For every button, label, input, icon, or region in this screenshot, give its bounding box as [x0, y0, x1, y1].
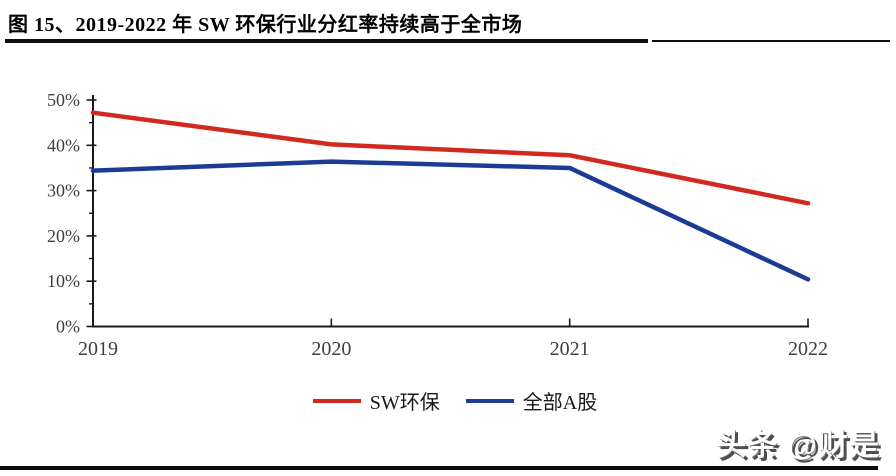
legend-label: SW环保: [369, 392, 440, 414]
watermark-toutiao-caishi: 头条 @财是: [716, 429, 880, 462]
y-tick-label: 50%: [47, 90, 80, 110]
y-tick-label: 0%: [56, 317, 80, 337]
y-tick-label: 10%: [47, 271, 80, 291]
chart-legend: SW环保 全部A股: [0, 386, 896, 415]
x-tick-label: 2020: [311, 338, 351, 360]
bottom-divider-line: [0, 466, 878, 470]
legend-label: 全部A股: [522, 392, 598, 414]
title-underline-thin: [652, 40, 890, 42]
x-tick-label: 2019: [78, 338, 118, 360]
legend-item-all-a-shares: 全部A股: [465, 386, 598, 415]
legend-item-sw-huanbao: SW环保: [312, 386, 440, 415]
series-line-0: [90, 110, 811, 206]
y-tick-label: 40%: [47, 135, 80, 155]
y-tick-label: 20%: [47, 226, 80, 246]
figure-title: 图 15、2019-2022 年 SW 环保行业分红率持续高于全市场: [8, 14, 523, 36]
x-tick-label: 2021: [550, 338, 590, 360]
title-underline-thick: [5, 39, 648, 43]
y-tick-label: 30%: [47, 181, 80, 201]
x-tick-label: 2022: [788, 338, 828, 360]
legend-swatch-blue-line: [465, 398, 514, 403]
legend-swatch-red-line: [312, 398, 361, 403]
series-line-1: [90, 159, 811, 282]
